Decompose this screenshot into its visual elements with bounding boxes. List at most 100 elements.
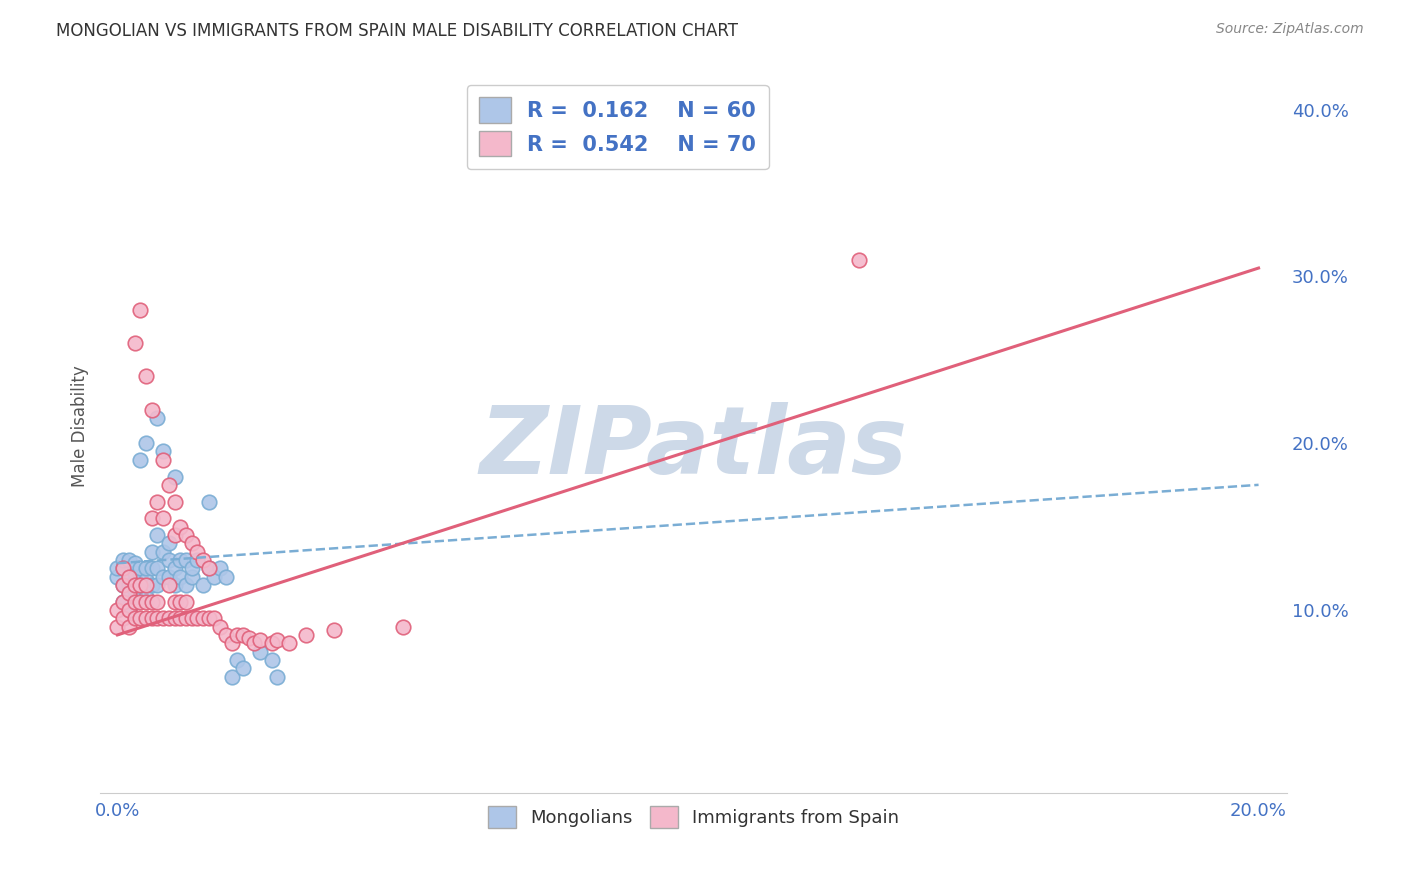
Point	[277, 636, 299, 650]
Point	[129, 586, 152, 600]
Point	[152, 569, 174, 583]
Point	[266, 670, 288, 684]
Point	[118, 553, 141, 567]
Text: Source: ZipAtlas.com: Source: ZipAtlas.com	[1216, 22, 1364, 37]
Point	[266, 632, 288, 647]
Text: ZIPatlas: ZIPatlas	[479, 402, 908, 494]
Point	[209, 561, 232, 575]
Point	[107, 569, 129, 583]
Point	[163, 561, 186, 575]
Point	[157, 478, 180, 492]
Point	[124, 582, 146, 597]
Point	[186, 553, 208, 567]
Text: MONGOLIAN VS IMMIGRANTS FROM SPAIN MALE DISABILITY CORRELATION CHART: MONGOLIAN VS IMMIGRANTS FROM SPAIN MALE …	[56, 22, 738, 40]
Point	[169, 594, 191, 608]
Point	[232, 628, 254, 642]
Point	[180, 611, 202, 625]
Point	[243, 636, 266, 650]
Point	[135, 611, 157, 625]
Point	[323, 623, 346, 637]
Point	[129, 453, 152, 467]
Point	[215, 569, 238, 583]
Point	[221, 636, 243, 650]
Point	[129, 611, 152, 625]
Point	[129, 578, 152, 592]
Point	[129, 594, 152, 608]
Point	[163, 469, 186, 483]
Point	[169, 611, 191, 625]
Point	[112, 561, 135, 575]
Point	[152, 611, 174, 625]
Point	[152, 444, 174, 458]
Point	[112, 578, 135, 592]
Point	[118, 603, 141, 617]
Point	[238, 632, 260, 646]
Point	[163, 594, 186, 608]
Point	[186, 544, 208, 558]
Point	[135, 594, 157, 608]
Point	[157, 569, 180, 583]
Point	[226, 628, 249, 642]
Point	[135, 573, 157, 587]
Point	[141, 611, 163, 625]
Point	[124, 594, 146, 608]
Point	[129, 302, 152, 317]
Point	[146, 594, 169, 608]
Point	[146, 411, 169, 425]
Point	[141, 511, 163, 525]
Point	[118, 569, 141, 583]
Point	[118, 578, 141, 592]
Point	[391, 619, 413, 633]
Point	[141, 594, 163, 608]
Point	[197, 561, 219, 575]
Point	[135, 436, 157, 450]
Point	[146, 578, 169, 592]
Point	[118, 619, 141, 633]
Point	[152, 511, 174, 525]
Point	[197, 561, 219, 575]
Point	[152, 453, 174, 467]
Point	[124, 336, 146, 351]
Point	[157, 553, 180, 567]
Point	[141, 402, 163, 417]
Point	[197, 611, 219, 625]
Point	[163, 578, 186, 592]
Point	[124, 573, 146, 587]
Point	[141, 578, 163, 592]
Point	[118, 603, 141, 617]
Point	[112, 561, 135, 575]
Point	[169, 519, 191, 533]
Point	[124, 556, 146, 570]
Point	[146, 611, 169, 625]
Point	[124, 590, 146, 604]
Legend: Mongolians, Immigrants from Spain: Mongolians, Immigrants from Spain	[481, 799, 907, 836]
Point	[260, 653, 283, 667]
Point	[129, 561, 152, 575]
Point	[204, 569, 226, 583]
Point	[135, 578, 157, 592]
Point	[191, 611, 214, 625]
Point	[174, 594, 197, 608]
Point	[135, 369, 157, 384]
Point	[197, 494, 219, 508]
Point	[163, 528, 186, 542]
Point	[124, 578, 146, 592]
Point	[107, 603, 129, 617]
Point	[186, 611, 208, 625]
Point	[118, 569, 141, 583]
Point	[249, 644, 271, 658]
Point	[118, 586, 141, 600]
Point	[191, 553, 214, 567]
Point	[249, 632, 271, 647]
Point	[180, 569, 202, 583]
Point	[112, 594, 135, 608]
Point	[163, 494, 186, 508]
Point	[180, 536, 202, 550]
Point	[112, 611, 135, 625]
Point	[146, 561, 169, 575]
Point	[848, 252, 870, 267]
Point	[146, 528, 169, 542]
Point	[141, 544, 163, 558]
Point	[260, 636, 283, 650]
Point	[118, 586, 141, 600]
